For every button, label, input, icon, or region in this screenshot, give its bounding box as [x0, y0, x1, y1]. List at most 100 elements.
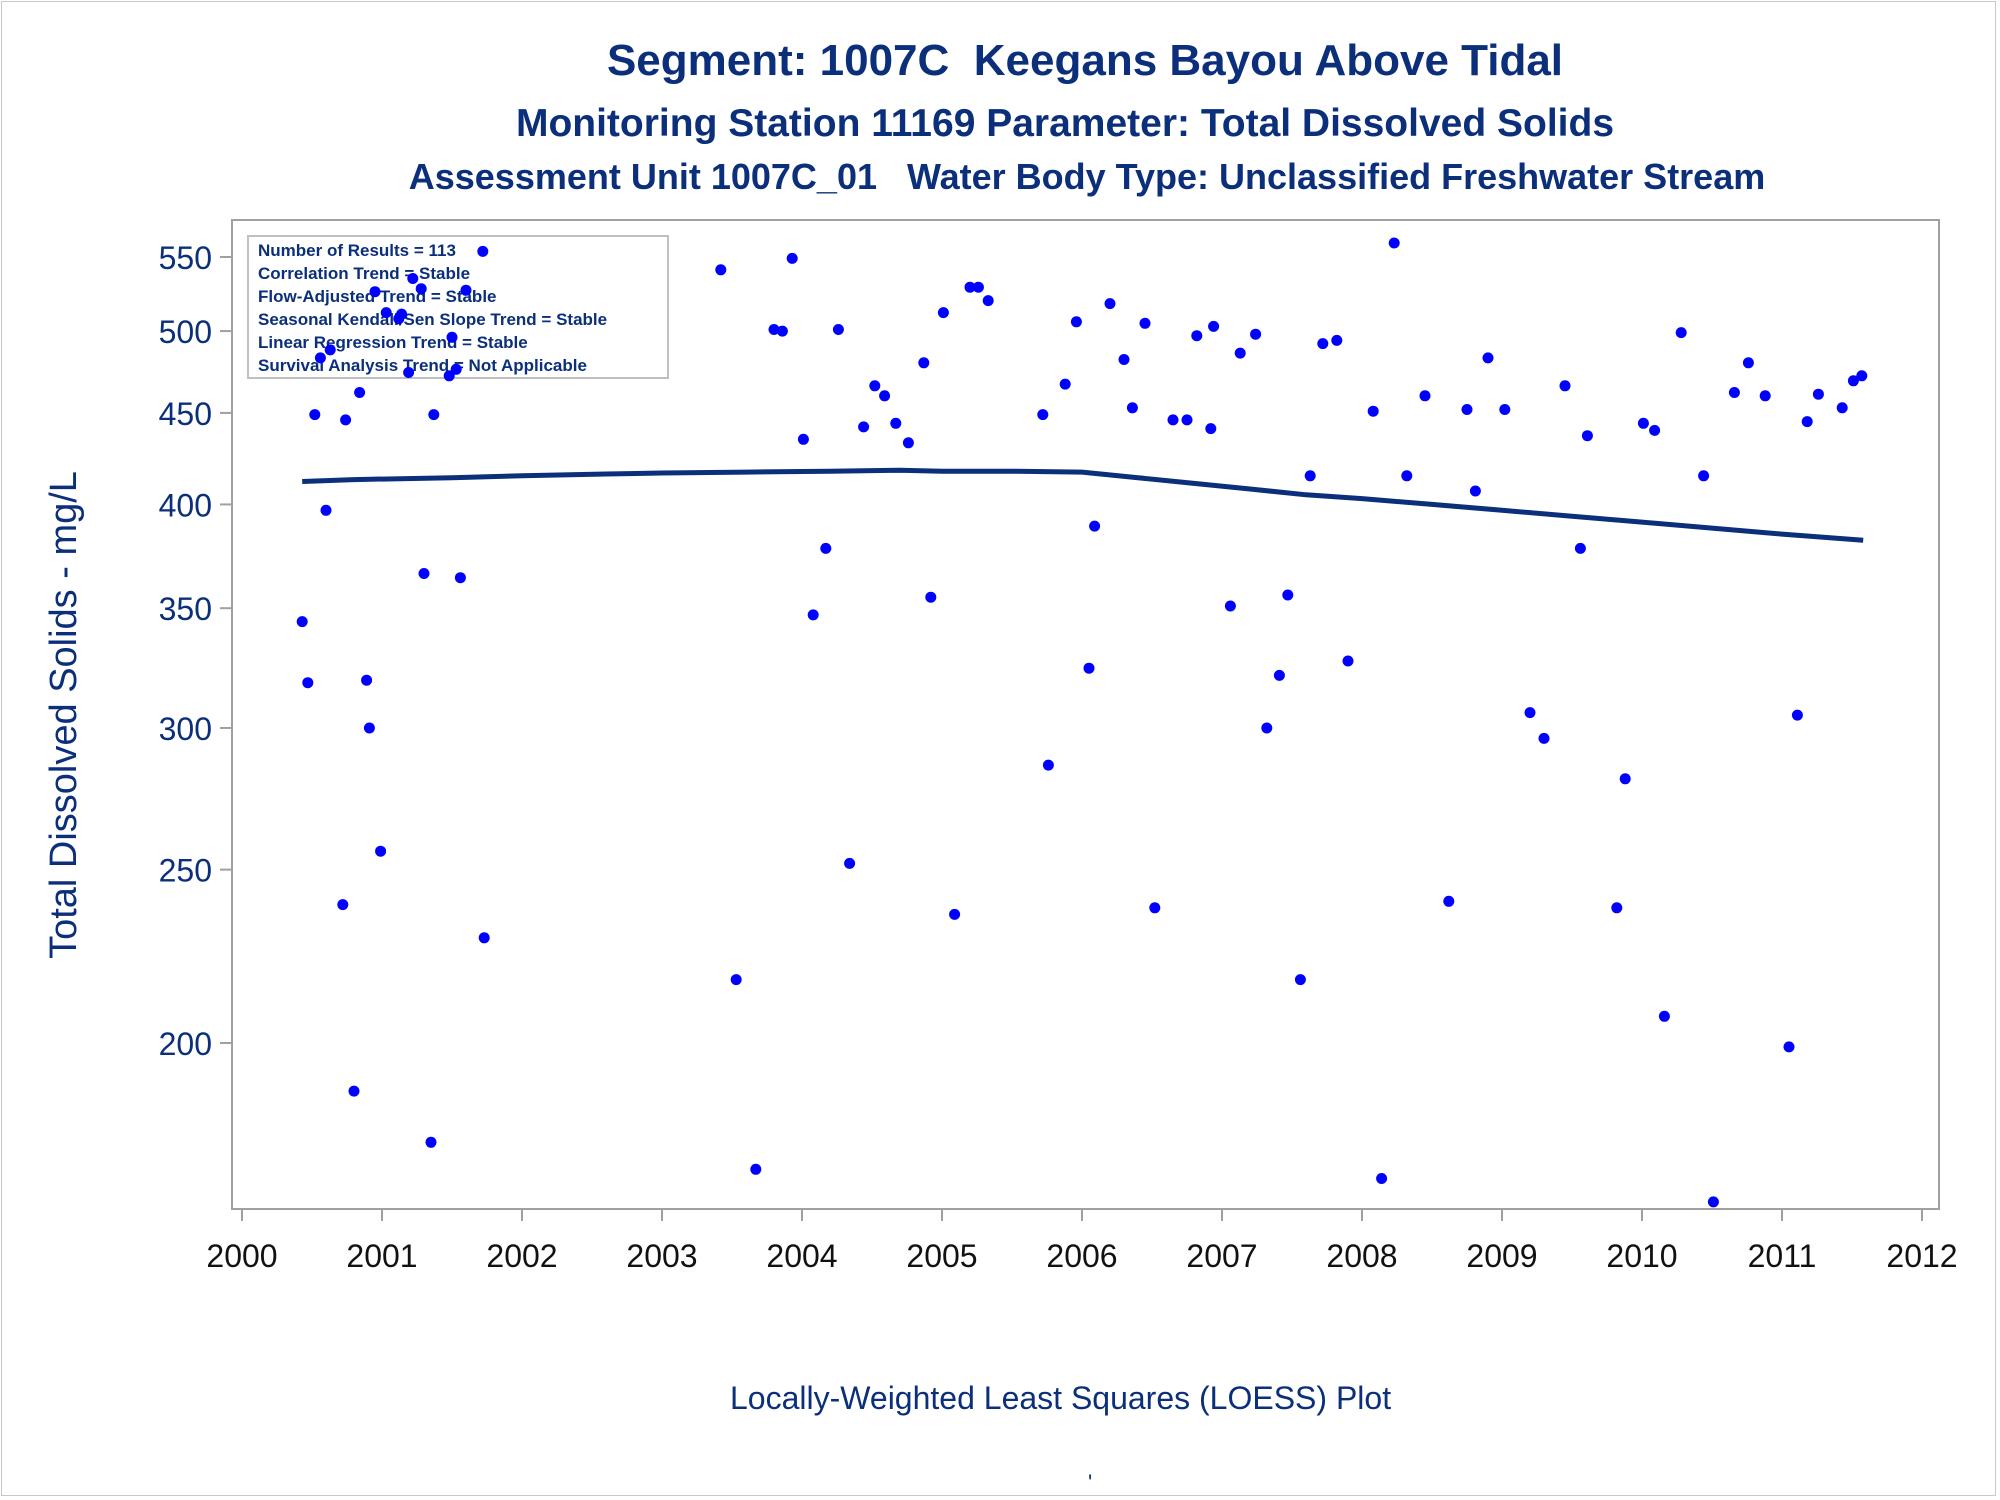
chart-title-station: Monitoring Station 11169 Parameter: Tota… — [515, 102, 1615, 145]
data-point — [454, 572, 466, 584]
data-point — [1261, 722, 1273, 734]
data-point — [337, 899, 349, 911]
data-point — [832, 324, 844, 335]
data-point — [1167, 414, 1179, 426]
data-point — [1611, 902, 1623, 914]
data-point — [1181, 414, 1193, 426]
data-point — [425, 1136, 437, 1148]
x-tick-label: 2004 — [766, 1238, 837, 1274]
data-point — [1856, 370, 1868, 382]
data-point — [1559, 380, 1571, 392]
x-tick-label: 2010 — [1606, 1238, 1677, 1274]
data-point — [354, 387, 366, 398]
data-point — [902, 437, 914, 449]
data-point — [1342, 655, 1354, 667]
data-point — [1367, 405, 1379, 417]
data-point — [750, 1163, 762, 1175]
data-point — [1224, 600, 1236, 612]
data-point — [1581, 430, 1593, 442]
data-point — [1191, 330, 1203, 342]
data-point — [314, 352, 326, 364]
data-point — [446, 331, 458, 343]
y-tick-label: 450 — [159, 396, 212, 432]
data-point — [403, 367, 415, 378]
data-point — [415, 283, 427, 295]
data-point — [797, 433, 809, 445]
y-tick-label: 550 — [159, 240, 212, 276]
x-tick-label: 2003 — [626, 1238, 697, 1274]
x-tick-label: 2011 — [1748, 1238, 1817, 1274]
data-point — [949, 908, 961, 920]
data-point — [1698, 470, 1710, 482]
data-point — [477, 245, 489, 257]
data-point — [375, 845, 387, 857]
loess-trend-line — [302, 467, 1864, 543]
data-point — [1059, 378, 1071, 390]
data-point — [296, 616, 308, 628]
data-point — [1304, 470, 1316, 482]
data-point — [768, 324, 780, 335]
data-point — [890, 417, 902, 429]
data-point — [1376, 1173, 1388, 1184]
legend-line: Linear Regression Trend = Stable — [258, 333, 528, 352]
data-point — [1388, 237, 1400, 249]
data-point — [1317, 338, 1329, 350]
data-point — [1461, 404, 1473, 415]
data-point — [1728, 387, 1740, 398]
legend-box — [247, 235, 669, 379]
data-point — [407, 273, 419, 284]
data-point — [964, 281, 976, 293]
data-point — [1538, 732, 1550, 744]
x-tick-label: 2012 — [1886, 1238, 1957, 1274]
data-point — [1104, 298, 1116, 310]
data-point — [460, 284, 472, 296]
data-point — [1524, 707, 1536, 719]
x-tick-label: 2006 — [1046, 1238, 1117, 1274]
data-point — [807, 609, 819, 621]
x-tick-label: 2001 — [346, 1238, 417, 1274]
x-tick-label: 2009 — [1466, 1238, 1537, 1274]
data-point — [1742, 357, 1754, 369]
legend-line: Number of Results = 113 — [258, 241, 456, 260]
x-tick-label: 2008 — [1326, 1238, 1397, 1274]
data-point — [1083, 662, 1095, 674]
x-tick-label: 2000 — [206, 1238, 277, 1274]
data-point — [478, 932, 490, 944]
data-point — [1783, 1041, 1795, 1053]
data-point — [937, 307, 949, 319]
y-tick-label: 500 — [159, 314, 212, 350]
footer-caption: Locally-Weighted Least Squares (LOESS) P… — [730, 1380, 1392, 1416]
data-point — [972, 281, 984, 293]
data-point — [1118, 354, 1130, 365]
x-tick-label: 2007 — [1186, 1238, 1257, 1274]
data-point — [443, 370, 455, 382]
data-point — [925, 591, 937, 603]
data-point — [380, 307, 392, 319]
data-point — [1812, 388, 1824, 400]
x-tick-label: 2005 — [906, 1238, 977, 1274]
data-point — [1637, 417, 1649, 429]
data-point — [1205, 423, 1217, 435]
data-point — [1250, 328, 1262, 340]
data-point — [361, 674, 373, 686]
data-point — [918, 357, 930, 369]
x-tick-label: 2002 — [486, 1238, 557, 1274]
data-point — [302, 677, 314, 689]
data-point — [786, 252, 798, 264]
legend-line: Survival Analysis Trend = Not Applicable — [258, 356, 587, 375]
data-point — [340, 414, 352, 426]
data-point — [1499, 404, 1511, 415]
data-point — [1037, 409, 1049, 421]
y-tick-label: 250 — [159, 853, 212, 889]
data-point — [309, 409, 321, 421]
data-point — [776, 325, 788, 337]
data-point — [1089, 520, 1101, 532]
data-point — [1847, 375, 1859, 387]
data-point — [1419, 390, 1431, 402]
data-point — [348, 1085, 360, 1097]
data-point — [1836, 402, 1848, 414]
data-point — [1401, 470, 1413, 482]
footer-mark: ' — [1088, 1470, 1093, 1495]
